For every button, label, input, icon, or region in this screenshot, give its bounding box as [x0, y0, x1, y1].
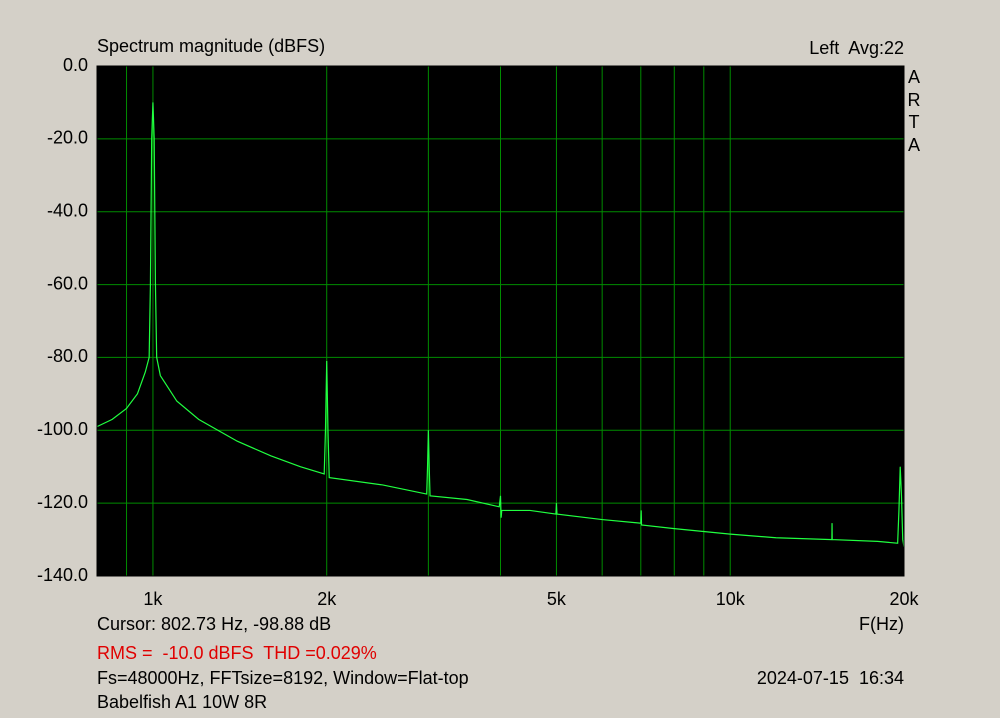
cursor-readout: Cursor: 802.73 Hz, -98.88 dB [97, 614, 331, 634]
x-tick-label: 2k [317, 589, 337, 609]
timestamp: 2024-07-15 16:34 [757, 668, 904, 688]
y-tick-label: -140.0 [37, 565, 88, 585]
chart-title: Spectrum magnitude (dBFS) [97, 36, 325, 56]
rms-readout: RMS = -10.0 dBFS THD =0.029% [97, 643, 377, 663]
y-tick-label: -80.0 [47, 346, 88, 366]
brand-label: ARTA [907, 67, 921, 155]
channel-label: Left Avg:22 [809, 38, 904, 58]
spectrum-line [96, 102, 905, 547]
y-tick-label: -120.0 [37, 492, 88, 512]
x-tick-label: 10k [716, 589, 746, 609]
x-axis-label: F(Hz) [859, 614, 904, 634]
y-tick-label: -100.0 [37, 419, 88, 439]
settings-text: Fs=48000Hz, FFTsize=8192, Window=Flat-to… [97, 668, 469, 688]
x-tick-label: 20k [889, 589, 919, 609]
x-tick-label: 1k [143, 589, 163, 609]
y-tick-label: -60.0 [47, 273, 88, 293]
y-tick-label: -20.0 [47, 128, 88, 148]
device-text: Babelfish A1 10W 8R [97, 692, 267, 712]
y-tick-label: -40.0 [47, 200, 88, 220]
y-tick-label: 0.0 [63, 55, 88, 75]
plot-border [96, 65, 905, 577]
x-tick-label: 5k [547, 589, 567, 609]
